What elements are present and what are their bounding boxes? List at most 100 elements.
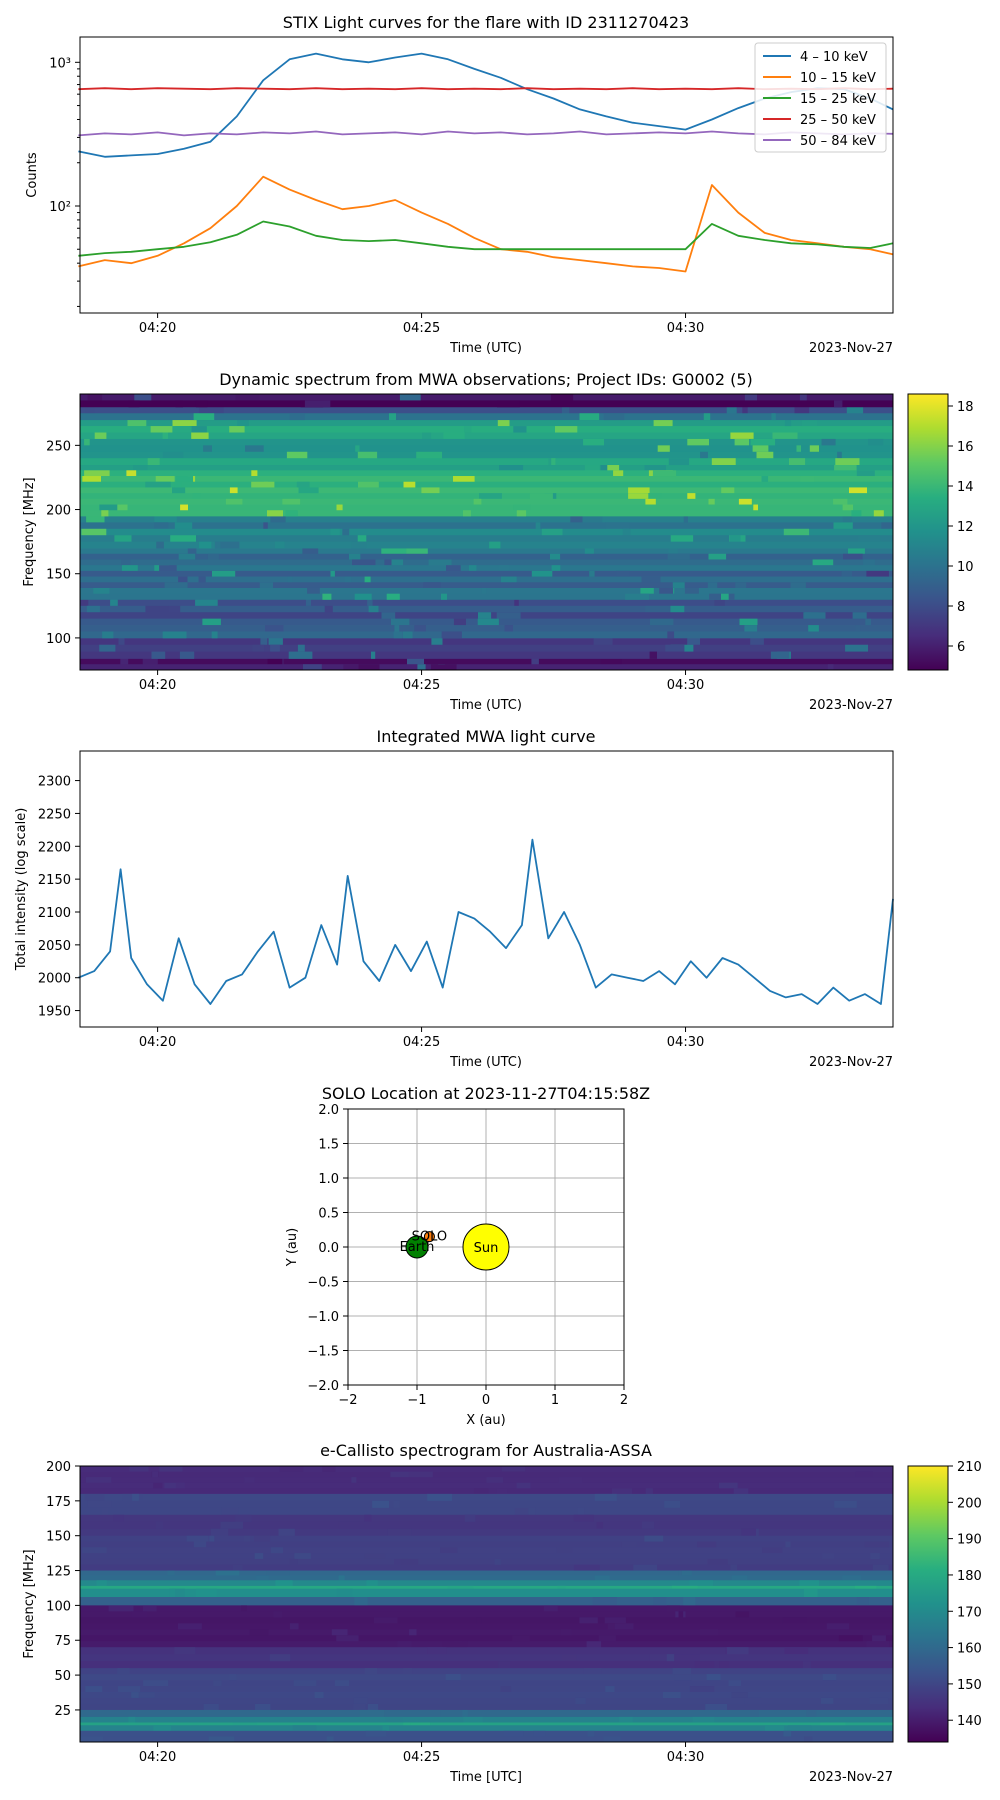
spectrum-speckle — [652, 470, 677, 477]
y-tick-label: 2100 — [38, 906, 71, 921]
spectrum-speckle — [198, 406, 224, 414]
spectrum-speckle — [689, 1686, 715, 1693]
spectrum-speckle — [464, 426, 472, 433]
spectrum-speckle — [440, 1547, 458, 1554]
spectrum-band — [80, 576, 893, 583]
spectrum-speckle — [512, 1635, 530, 1642]
spectrum-speckle — [85, 406, 95, 414]
spectrum-speckle — [443, 432, 465, 440]
spectrum-speckle — [427, 1493, 452, 1502]
y-tick-label: 100 — [46, 1599, 71, 1614]
spectrum-speckle — [153, 522, 169, 530]
spectrum-speckle — [275, 1580, 293, 1587]
spectrum-speckle — [842, 1575, 861, 1581]
spectrum-band — [80, 1697, 893, 1705]
spectrum-speckle — [172, 1588, 185, 1598]
spectrum-speckle — [453, 618, 466, 626]
spectrum-speckle — [705, 1703, 727, 1711]
spectrum-speckle — [672, 582, 685, 589]
spectrum-speckle — [274, 541, 285, 549]
spectrum-speckle — [821, 438, 836, 446]
spectrum-speckle — [178, 576, 188, 583]
spectrum-band — [80, 1629, 893, 1636]
spectrum-band — [80, 419, 893, 427]
mwa-lightcurve-panel: Integrated MWA light curve 04:20 04:25 04:… — [14, 727, 894, 1070]
spectrum-speckle — [579, 1617, 598, 1624]
spectrum-speckle — [128, 400, 140, 408]
spectrum-speckle — [268, 637, 283, 646]
y-tick-label: −0.5 — [307, 1276, 339, 1291]
spectrum-speckle — [575, 1697, 586, 1705]
spectrum-speckle — [659, 587, 674, 595]
y-tick-label: 2050 — [38, 939, 71, 954]
y-tick-label: 1.0 — [318, 1172, 339, 1187]
spectrum-speckle — [255, 1703, 271, 1711]
spectrum-speckle — [303, 664, 322, 671]
spectrum-speckle — [607, 1623, 619, 1630]
spectrum-speckle — [789, 458, 806, 466]
spectrum-speckle — [735, 1611, 750, 1618]
spectrum-speckle — [622, 528, 631, 536]
spectrum-speckle — [612, 1488, 633, 1495]
spectrum-speckle — [129, 1466, 149, 1472]
spectrum-speckle — [863, 559, 875, 566]
spectrum-speckle — [664, 1500, 680, 1509]
spectrum-speckle — [573, 1514, 594, 1523]
x-tick-label: 04:20 — [139, 678, 176, 693]
spectrum-speckle — [417, 664, 426, 671]
spectrum-speckle — [446, 565, 461, 572]
spectrum-band — [80, 593, 893, 600]
spectrum-speckle — [155, 476, 175, 483]
spectrum-speckle — [730, 535, 741, 543]
spectrum-speckle — [500, 1686, 512, 1693]
colorbar-tick-label: 16 — [957, 440, 974, 455]
spectrum-band — [80, 476, 893, 483]
x-tick-label: 1 — [551, 1393, 559, 1408]
spectrum-speckle — [428, 559, 452, 566]
spectrum-speckle — [734, 438, 750, 446]
spectrum-speckle — [304, 400, 331, 408]
y-tick-label: 250 — [46, 439, 71, 454]
spectrum-speckle — [726, 406, 737, 414]
spectrum-speckle — [164, 1482, 183, 1489]
spectrum-speckle — [674, 1674, 692, 1681]
spectrum-band — [80, 651, 893, 659]
spectrum-speckle — [849, 487, 867, 494]
spectrum-speckle — [834, 400, 843, 408]
spectrum-band — [80, 1635, 893, 1642]
spectrum-speckle — [864, 1541, 889, 1548]
callisto-ylabel: Frequency [MHz] — [22, 1549, 37, 1658]
spectrum-speckle — [241, 1605, 247, 1612]
spectrum-speckle — [198, 576, 206, 583]
spectrum-speckle — [202, 618, 221, 626]
series-line — [78, 220, 894, 257]
spectrum-speckle — [821, 1697, 834, 1705]
spectrum-speckle — [873, 510, 884, 517]
spectrum-band — [80, 559, 893, 566]
spectrum-speckle — [232, 1722, 257, 1726]
spectrum-speckle — [706, 1674, 721, 1681]
spectrum-speckle — [582, 515, 603, 523]
spectrum-speckle — [445, 1674, 461, 1681]
spectrum-speckle — [256, 1575, 269, 1581]
spectrum-band — [80, 664, 893, 671]
spectrum-speckle — [851, 510, 862, 517]
spectrum-speckle — [364, 1514, 372, 1523]
spectrum-speckle — [175, 400, 183, 408]
spectrum-speckle — [541, 528, 563, 536]
spectrum-speckle — [731, 1575, 748, 1581]
stix-x-ticks: 04:20 04:25 04:30 — [139, 313, 704, 336]
spectrum-band — [80, 1605, 893, 1612]
spectrum-speckle — [220, 1521, 244, 1530]
spectrum-speckle — [286, 451, 308, 459]
spectrum-speckle — [442, 1641, 468, 1648]
spectrum-speckle — [453, 476, 475, 483]
spectrum-speckle — [338, 1521, 361, 1530]
spectrum-speckle — [529, 493, 553, 500]
spectrum-speckle — [665, 644, 685, 652]
spectrum-speckle — [279, 1466, 304, 1472]
mwa-lightcurve-date-label: 2023-Nov-27 — [809, 1055, 893, 1070]
spectrum-speckle — [744, 394, 757, 401]
spectrum-speckle — [783, 528, 810, 536]
